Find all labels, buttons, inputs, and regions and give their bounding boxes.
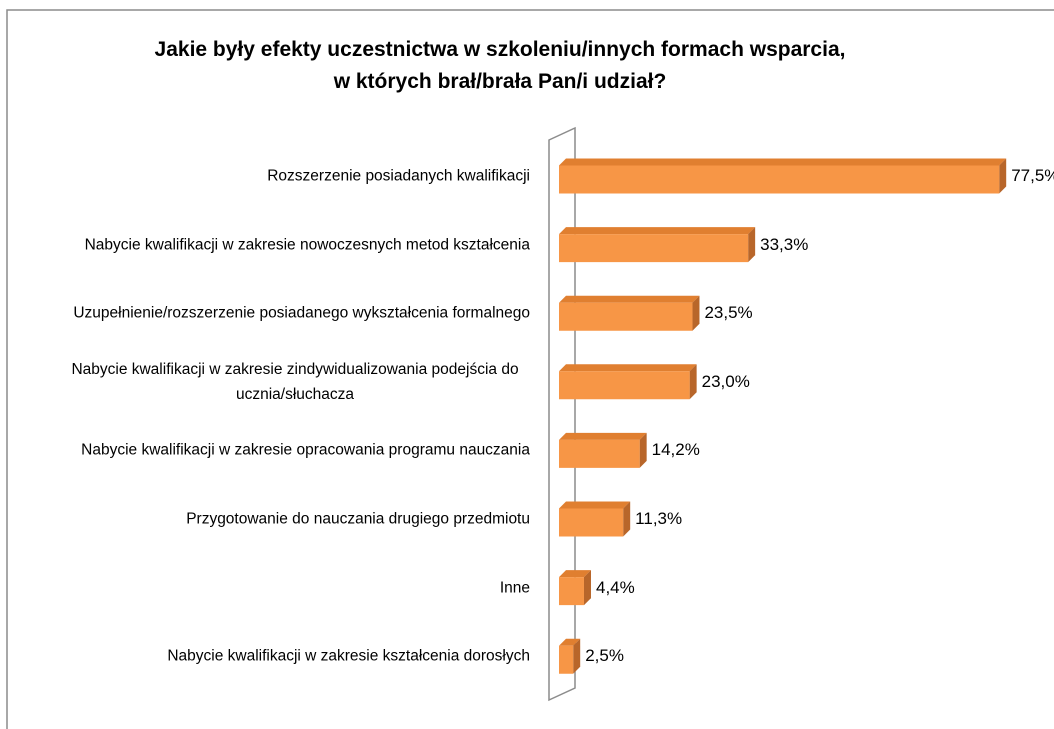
bar	[559, 570, 591, 606]
value-label: 77,5%	[1011, 166, 1054, 185]
back-wall	[548, 126, 576, 702]
bar-front	[559, 645, 574, 674]
bar-top	[559, 638, 581, 646]
value-label: 23,0%	[701, 371, 750, 391]
bar-front	[559, 234, 749, 263]
value-label: 11,3%	[635, 509, 683, 528]
category-label: Rozszerzenie posiadanych kwalifikacji	[50, 164, 530, 189]
bar-side	[583, 570, 591, 606]
category-label-text: Nabycie kwalifikacji w zakresie kształce…	[167, 647, 530, 665]
bar-side	[748, 227, 756, 263]
bar-top	[559, 227, 756, 235]
category-label: Uzupełnienie/rozszerzenie posiadanego wy…	[50, 301, 530, 326]
bar	[559, 158, 1007, 194]
category-label: Przygotowanie do nauczania drugiego prze…	[50, 507, 530, 532]
bar	[559, 501, 631, 537]
value-label: 23,5%	[704, 303, 753, 323]
bar-top	[559, 432, 647, 440]
category-label-text: Inne	[499, 579, 530, 597]
bar	[559, 227, 756, 263]
chart-title: Jakie były efekty uczestnictwa w szkolen…	[154, 38, 846, 93]
chart-frame	[6, 9, 1054, 729]
bar-top	[559, 364, 697, 372]
bar-front	[559, 577, 584, 606]
category-label: Nabycie kwalifikacji w zakresie zindywid…	[50, 357, 530, 407]
category-label-text: Rozszerzenie posiadanych kwalifikacji	[267, 167, 530, 185]
bar	[559, 638, 581, 674]
value-label: 14,2%	[651, 440, 700, 460]
bar-side	[573, 638, 581, 674]
category-label-text: Uzupełnienie/rozszerzenie posiadanego wy…	[73, 304, 530, 322]
category-label: Nabycie kwalifikacji w zakresie nowoczes…	[50, 232, 530, 257]
bar-front	[559, 439, 640, 468]
category-label-text: Nabycie kwalifikacji w zakresie nowoczes…	[84, 236, 530, 254]
bar-side	[689, 364, 697, 400]
bar	[559, 295, 700, 331]
bar-top	[559, 295, 700, 303]
bar-top	[559, 158, 1007, 166]
bar-front	[559, 508, 624, 537]
value-label: 2,5%	[585, 646, 624, 666]
category-label-text: Nabycie kwalifikacji w zakresie opracowa…	[81, 441, 530, 459]
bar-side	[999, 158, 1007, 194]
bar-side	[623, 501, 631, 537]
category-label: Nabycie kwalifikacji w zakresie opracowa…	[50, 438, 530, 463]
category-label: Nabycie kwalifikacji w zakresie kształce…	[50, 644, 530, 669]
bar-front	[559, 302, 693, 331]
bar-front	[559, 165, 1000, 194]
value-label: 33,3%	[760, 234, 809, 254]
bar	[559, 432, 647, 468]
category-label: Inne	[50, 575, 530, 600]
bar	[559, 364, 697, 400]
bar-top	[559, 570, 591, 578]
category-label-text: Nabycie kwalifikacji w zakresie zindywid…	[71, 360, 519, 403]
bars	[559, 158, 1007, 674]
bar-side	[639, 432, 647, 468]
bar-front	[559, 371, 690, 400]
value-label: 4,4%	[595, 577, 635, 597]
bar-side	[692, 295, 700, 331]
category-label-text: Przygotowanie do nauczania drugiego prze…	[186, 510, 530, 528]
bar-top	[559, 501, 631, 509]
